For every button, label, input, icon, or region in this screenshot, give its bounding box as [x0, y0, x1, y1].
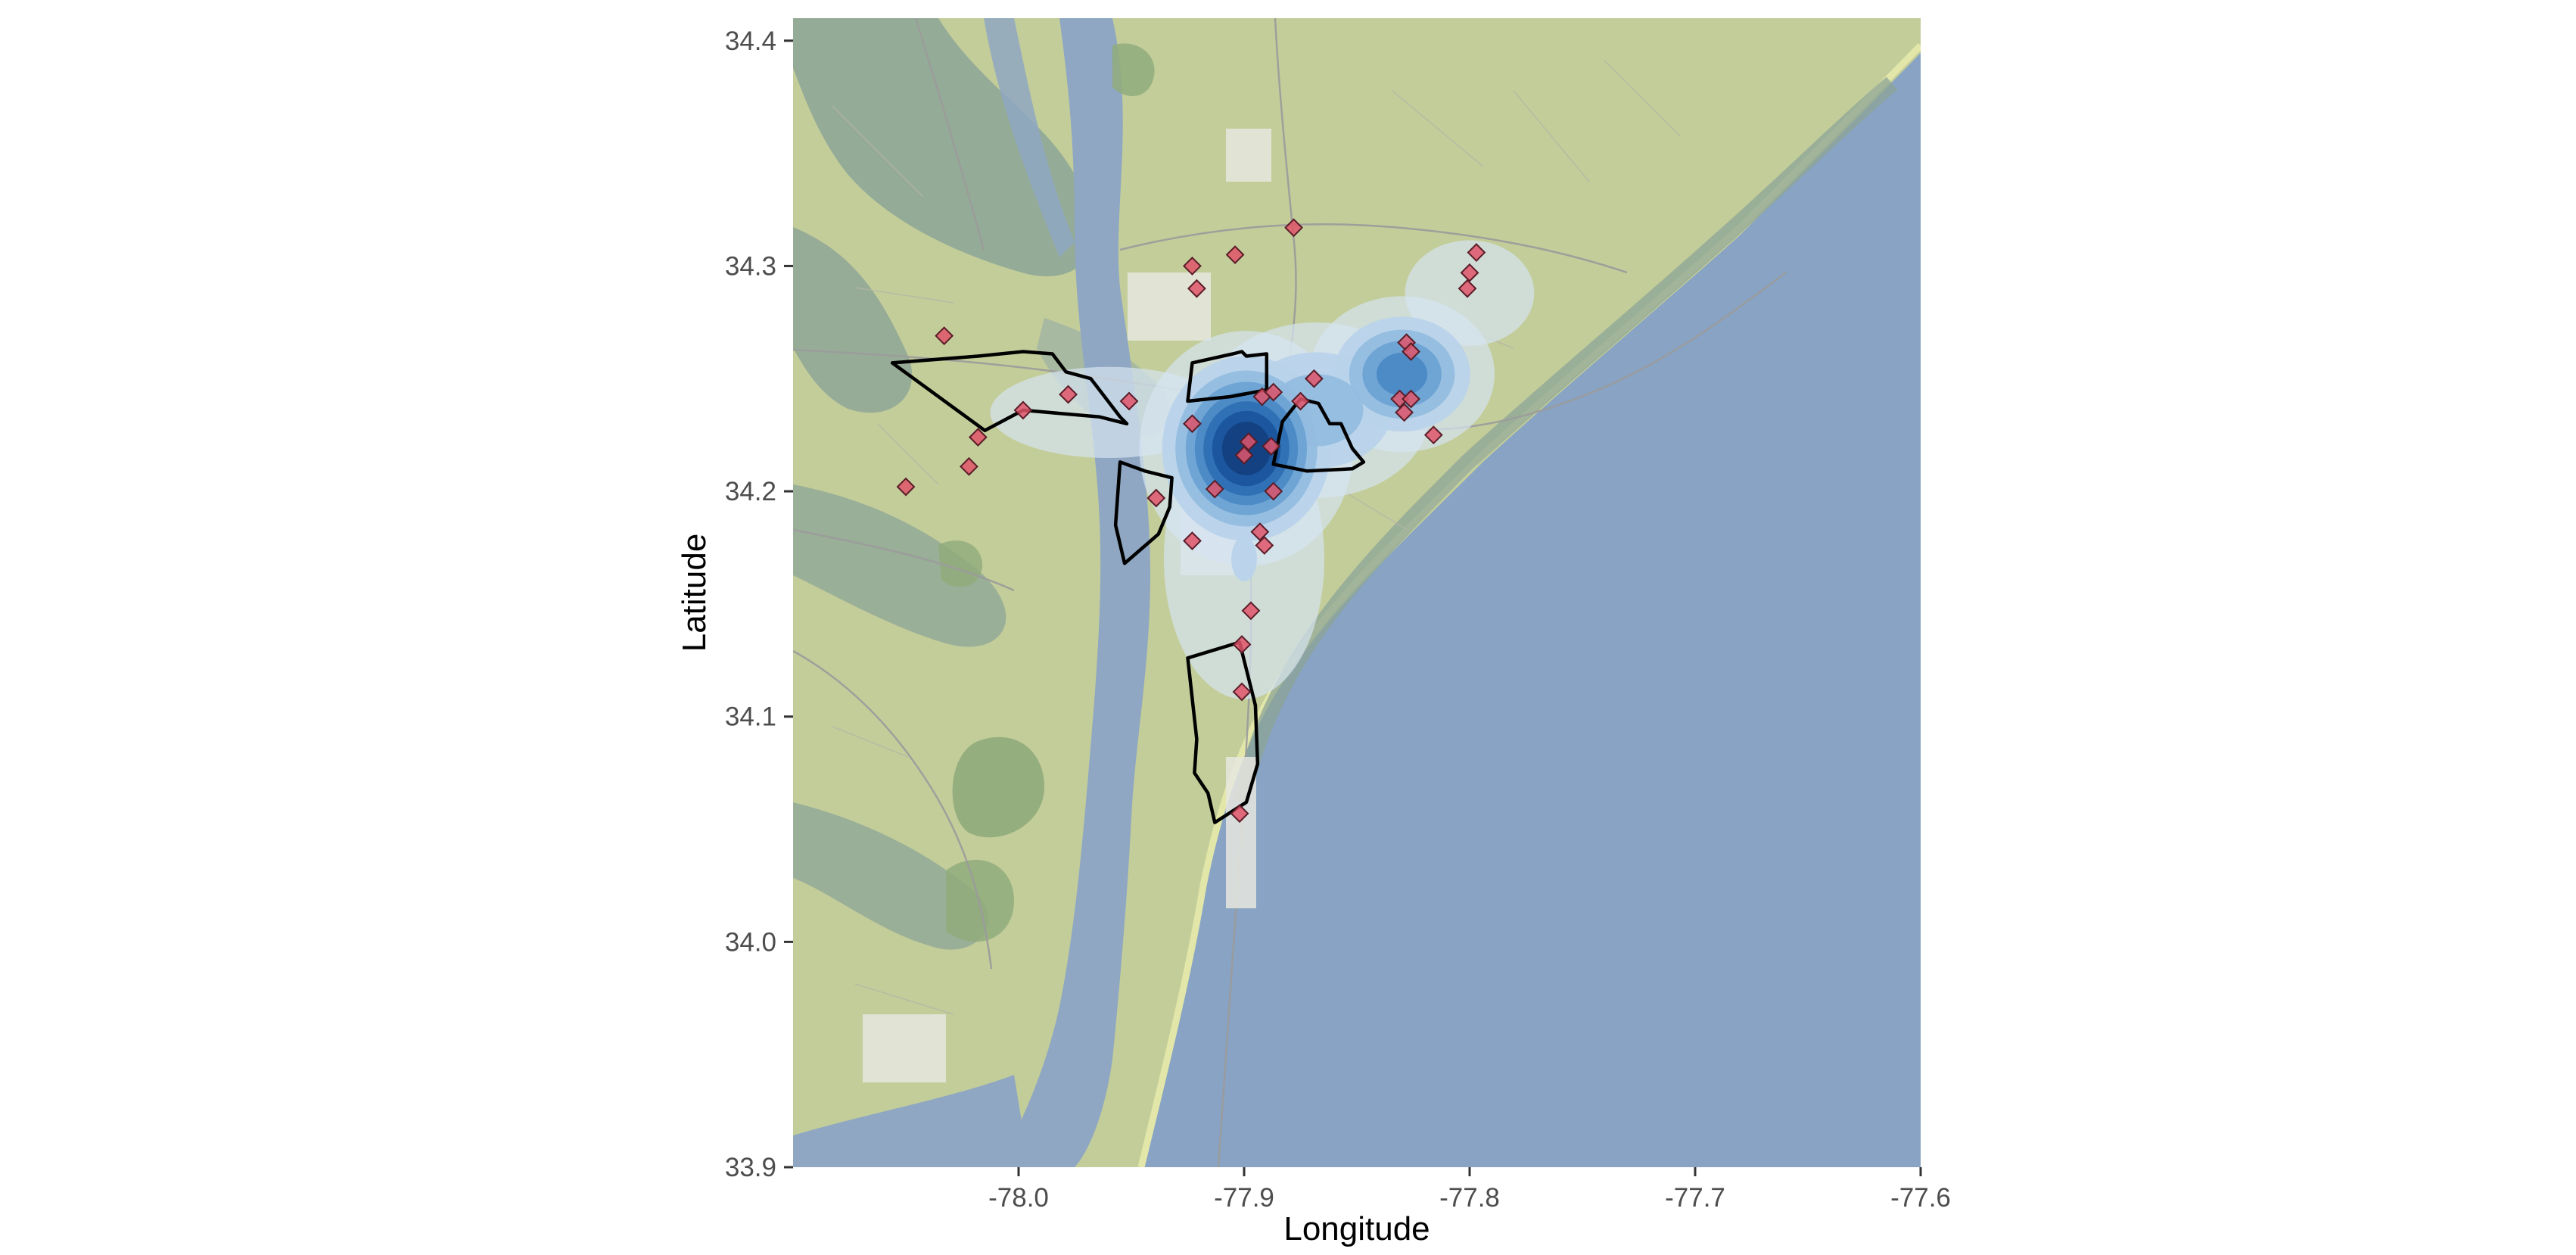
basemap-river-mouth — [793, 1075, 1029, 1167]
plot-panel — [793, 18, 1921, 1167]
data-point-26 — [1241, 601, 1261, 621]
data-point-23 — [1284, 218, 1303, 238]
x-tick-label-2: -77.9 — [1214, 1183, 1274, 1213]
y-tick-label-5: 34.3 — [725, 251, 776, 281]
density-level-2-peak-4 — [1231, 536, 1257, 582]
data-point-36 — [1467, 243, 1486, 262]
data-point-12 — [1183, 414, 1202, 434]
polygon-east — [1271, 397, 1366, 473]
y-axis-title: Latitude — [676, 534, 713, 652]
y-tick-label-2: 34.0 — [725, 927, 776, 957]
data-point-15 — [1239, 432, 1258, 451]
data-point-22 — [1255, 536, 1274, 555]
basemap-ocean — [1143, 53, 1921, 1167]
data-point-35 — [1423, 425, 1443, 445]
data-point-27 — [1232, 635, 1252, 654]
data-point-25 — [1304, 369, 1324, 388]
y-tick-label-4: 34.2 — [725, 477, 776, 506]
points-layer — [896, 218, 1486, 824]
polygon-layer — [890, 350, 1366, 824]
x-tick-label-4: -77.7 — [1665, 1183, 1725, 1213]
basemap-forest-4 — [938, 540, 983, 587]
data-point-21 — [1250, 522, 1270, 542]
polygon-west — [890, 350, 1129, 432]
x-axis: -78.0 -77.9 -77.8 -77.7 -77.6 — [988, 1167, 1951, 1213]
data-point-37 — [1460, 263, 1479, 282]
x-tick-label-1: -78.0 — [988, 1183, 1049, 1213]
basemap-marsh-northwest — [793, 18, 1094, 277]
polygon-center-north — [1186, 350, 1269, 403]
basemap-marsh-west — [793, 484, 1006, 647]
data-point-19 — [1262, 437, 1281, 456]
x-axis-title: Longitude — [1283, 1210, 1430, 1247]
basemap-river — [999, 18, 1150, 1167]
basemap-marsh-northwest-2 — [793, 227, 913, 413]
data-point-24 — [1291, 391, 1310, 411]
data-point-29 — [1230, 804, 1249, 824]
basemap-river-branch — [984, 18, 1075, 257]
polygon-south — [1186, 640, 1260, 824]
data-point-14 — [1225, 245, 1245, 264]
data-point-16 — [1234, 446, 1254, 465]
y-tick-label-3: 34.1 — [725, 702, 776, 732]
data-point-10 — [1183, 256, 1202, 276]
data-point-8 — [1146, 488, 1166, 508]
basemap-forest-1 — [952, 736, 1044, 838]
data-point-34 — [1395, 403, 1414, 422]
data-point-5 — [1013, 400, 1033, 420]
basemap-forest-3 — [1112, 43, 1155, 96]
data-point-6 — [1059, 385, 1078, 404]
data-point-20 — [1264, 481, 1283, 501]
data-point-1 — [935, 326, 954, 346]
density-level-5-peak-2 — [1377, 353, 1428, 396]
data-point-13 — [1205, 479, 1224, 499]
basemap-sound — [1233, 76, 1898, 805]
basemap-forest-2 — [946, 859, 1014, 942]
data-point-2 — [896, 477, 916, 497]
data-point-28 — [1232, 682, 1252, 702]
data-point-3 — [968, 428, 988, 447]
data-point-33 — [1402, 389, 1420, 409]
y-tick-label-6: 34.4 — [725, 26, 776, 56]
data-point-18 — [1264, 382, 1283, 402]
basemap-minor-roads — [832, 60, 1681, 1015]
basemap-layer — [793, 18, 1921, 1167]
basemap-marsh-southwest — [793, 802, 989, 950]
x-tick-label-5: -77.6 — [1890, 1183, 1951, 1213]
data-point-4 — [960, 456, 978, 476]
polygon-west-middle — [1113, 460, 1174, 565]
data-point-7 — [1119, 391, 1139, 411]
y-tick-label-1: 33.9 — [725, 1153, 776, 1182]
data-point-11 — [1187, 279, 1206, 298]
y-axis: 33.9 34.0 34.1 34.2 34.3 34.4 — [725, 26, 793, 1182]
x-tick-label-3: -77.8 — [1439, 1183, 1500, 1213]
data-point-31 — [1402, 342, 1420, 361]
data-point-9 — [1183, 531, 1202, 550]
data-point-38 — [1458, 279, 1477, 298]
